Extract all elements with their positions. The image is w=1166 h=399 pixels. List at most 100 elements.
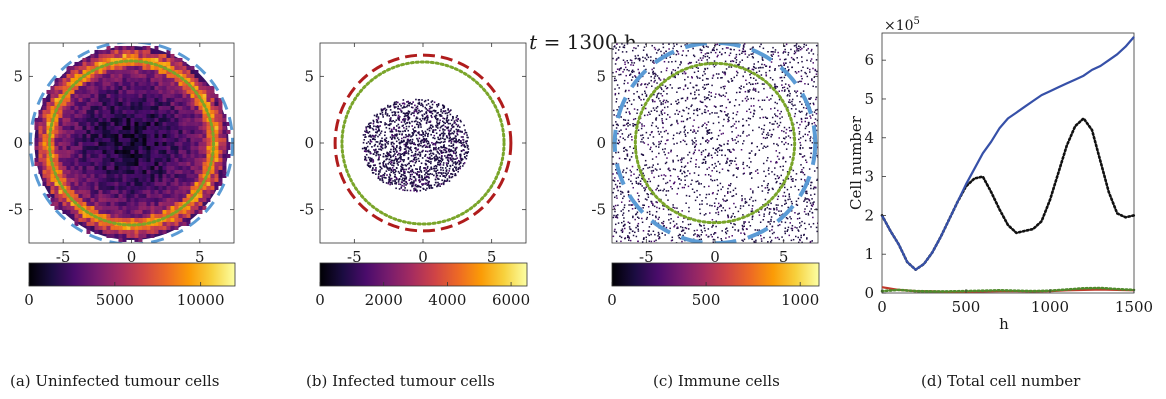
heatmap-cell	[182, 149, 187, 154]
immune-cell	[651, 172, 653, 174]
infected-cell	[450, 109, 452, 111]
immune-cell	[629, 158, 631, 161]
infected-cell	[447, 109, 450, 111]
heatmap-cell	[182, 145, 187, 150]
heatmap-cell	[154, 145, 159, 150]
immune-cell	[799, 46, 802, 48]
infected-cell	[446, 147, 448, 150]
immune-cell	[644, 107, 647, 110]
heatmap-cell	[98, 157, 103, 162]
heatmap-cell	[134, 145, 139, 150]
heatmap-cell	[66, 153, 71, 158]
infected-cell	[401, 179, 403, 181]
immune-cell	[623, 217, 625, 219]
heatmap-cell	[70, 161, 75, 166]
heatmap-content	[29, 43, 234, 243]
infected-cell	[395, 140, 398, 143]
heatmap-cell	[58, 145, 63, 150]
infected-cell	[385, 166, 388, 168]
heatmap-cell	[178, 213, 183, 218]
infected-cell	[428, 146, 431, 148]
immune-cell	[681, 115, 683, 117]
heatmap-cell	[94, 217, 99, 222]
heatmap-cell	[158, 177, 163, 182]
immune-cell	[646, 199, 648, 201]
heatmap-cell	[166, 205, 171, 210]
immune-cell	[735, 157, 737, 159]
immune-cell	[657, 49, 659, 52]
immune-cell	[777, 177, 780, 180]
infected-cell	[394, 182, 396, 185]
heatmap-cell	[166, 173, 171, 178]
infected-cell	[465, 140, 468, 143]
infected-cell	[396, 137, 399, 139]
immune-cell	[783, 90, 786, 92]
infected-cell	[443, 117, 446, 120]
infected-cell	[406, 121, 409, 124]
heatmap-cell	[86, 217, 91, 222]
heatmap-cell	[46, 89, 51, 94]
immune-cell	[727, 215, 729, 217]
infected-cell	[400, 121, 403, 123]
heatmap-cell	[142, 117, 147, 122]
immune-cell	[732, 148, 734, 151]
immune-cell	[784, 227, 787, 229]
immune-cell	[628, 237, 631, 239]
infected-cell	[438, 153, 441, 155]
heatmap-cell	[98, 225, 103, 230]
heatmap-cell	[34, 125, 39, 130]
immune-cell	[667, 199, 669, 201]
infected-cell	[365, 129, 368, 132]
heatmap-cell	[86, 213, 91, 218]
infected-cell	[460, 150, 463, 153]
heatmap-cell	[58, 133, 63, 138]
infected-cell	[382, 155, 385, 158]
infected-cell	[376, 121, 378, 123]
heatmap-cell	[110, 65, 115, 70]
infected-cell	[413, 176, 416, 179]
infected-cell	[409, 139, 412, 141]
immune-cell	[739, 135, 742, 137]
infected-cell	[399, 130, 402, 133]
immune-cell	[732, 60, 735, 63]
infected-cell	[462, 163, 465, 165]
immune-cell	[628, 210, 630, 212]
immune-cell	[766, 96, 768, 99]
heatmap-cell	[186, 129, 191, 134]
heatmap-cell	[82, 77, 87, 82]
heatmap-cell	[162, 177, 167, 182]
infected-cell	[386, 158, 388, 160]
immune-cell	[753, 241, 756, 243]
heatmap-cell	[110, 53, 115, 58]
heatmap-cell	[54, 89, 59, 94]
immune-cell	[681, 158, 683, 161]
heatmap-cell	[98, 57, 103, 62]
heatmap-cell	[166, 209, 171, 214]
infected-cell	[449, 164, 452, 167]
infected-cell	[463, 155, 466, 158]
heatmap-cell	[126, 65, 131, 70]
heatmap-cell	[90, 129, 95, 134]
heatmap-cell	[186, 209, 191, 214]
immune-cell	[736, 64, 739, 66]
immune-cell	[709, 113, 711, 115]
immune-cell	[657, 189, 660, 192]
infected-cell	[441, 146, 444, 149]
immune-cell	[658, 97, 660, 100]
infected-cell	[384, 176, 386, 179]
heatmap-cell	[70, 193, 75, 198]
immune-cell	[804, 197, 807, 199]
heatmap-cell	[158, 65, 163, 70]
infected-cell	[387, 152, 390, 155]
infected-cell	[393, 175, 396, 178]
immune-cell	[771, 187, 774, 190]
immune-cell	[650, 233, 652, 236]
immune-cell	[660, 102, 662, 104]
immune-cell	[766, 186, 769, 189]
infected-cell	[413, 120, 416, 123]
immune-cell	[761, 108, 763, 111]
infected-cell	[398, 188, 401, 190]
heatmap-cell	[142, 193, 147, 198]
heatmap-cell	[42, 97, 47, 102]
heatmap-cell	[146, 173, 151, 178]
